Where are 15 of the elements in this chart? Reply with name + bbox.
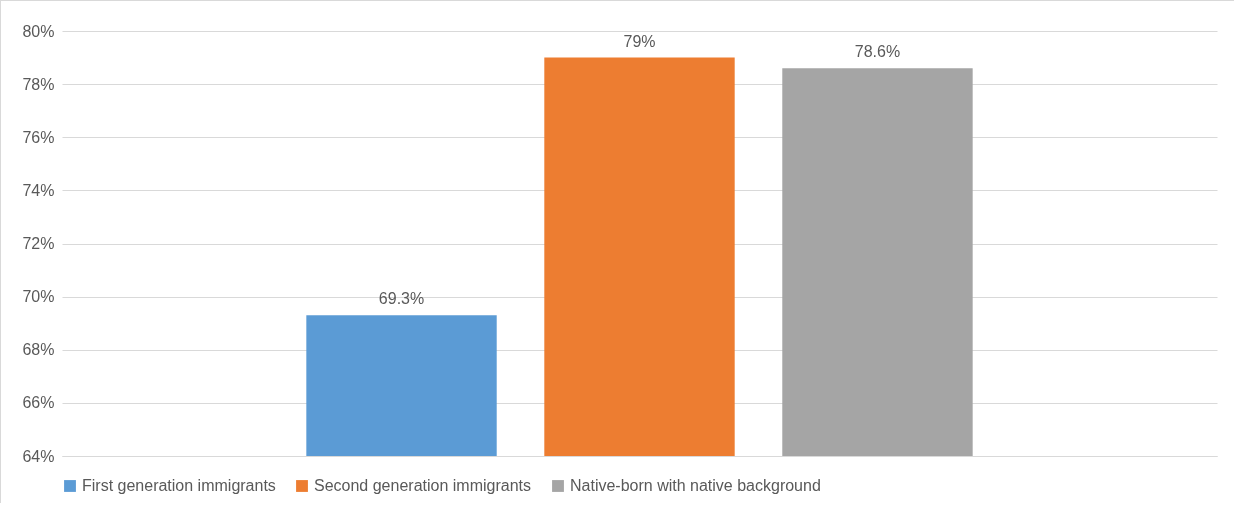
y-tick-label: 80%: [22, 22, 55, 40]
y-tick-label: 74%: [22, 181, 55, 199]
y-tick-label: 68%: [22, 341, 55, 359]
y-tick-label: 66%: [22, 394, 55, 412]
legend-label: First generation immigrants: [82, 477, 276, 494]
y-tick-label: 64%: [22, 447, 55, 465]
y-tick-label: 78%: [22, 75, 55, 93]
legend-label: Second generation immigrants: [314, 477, 532, 494]
y-tick-label: 70%: [22, 288, 55, 306]
y-tick-label: 76%: [22, 128, 55, 146]
legend-label: Native-born with native background: [570, 477, 821, 494]
data-label: 79%: [623, 32, 656, 50]
data-label: 69.3%: [378, 290, 425, 308]
y-tick-label: 72%: [22, 235, 55, 252]
data-label: 78.6%: [854, 43, 901, 61]
